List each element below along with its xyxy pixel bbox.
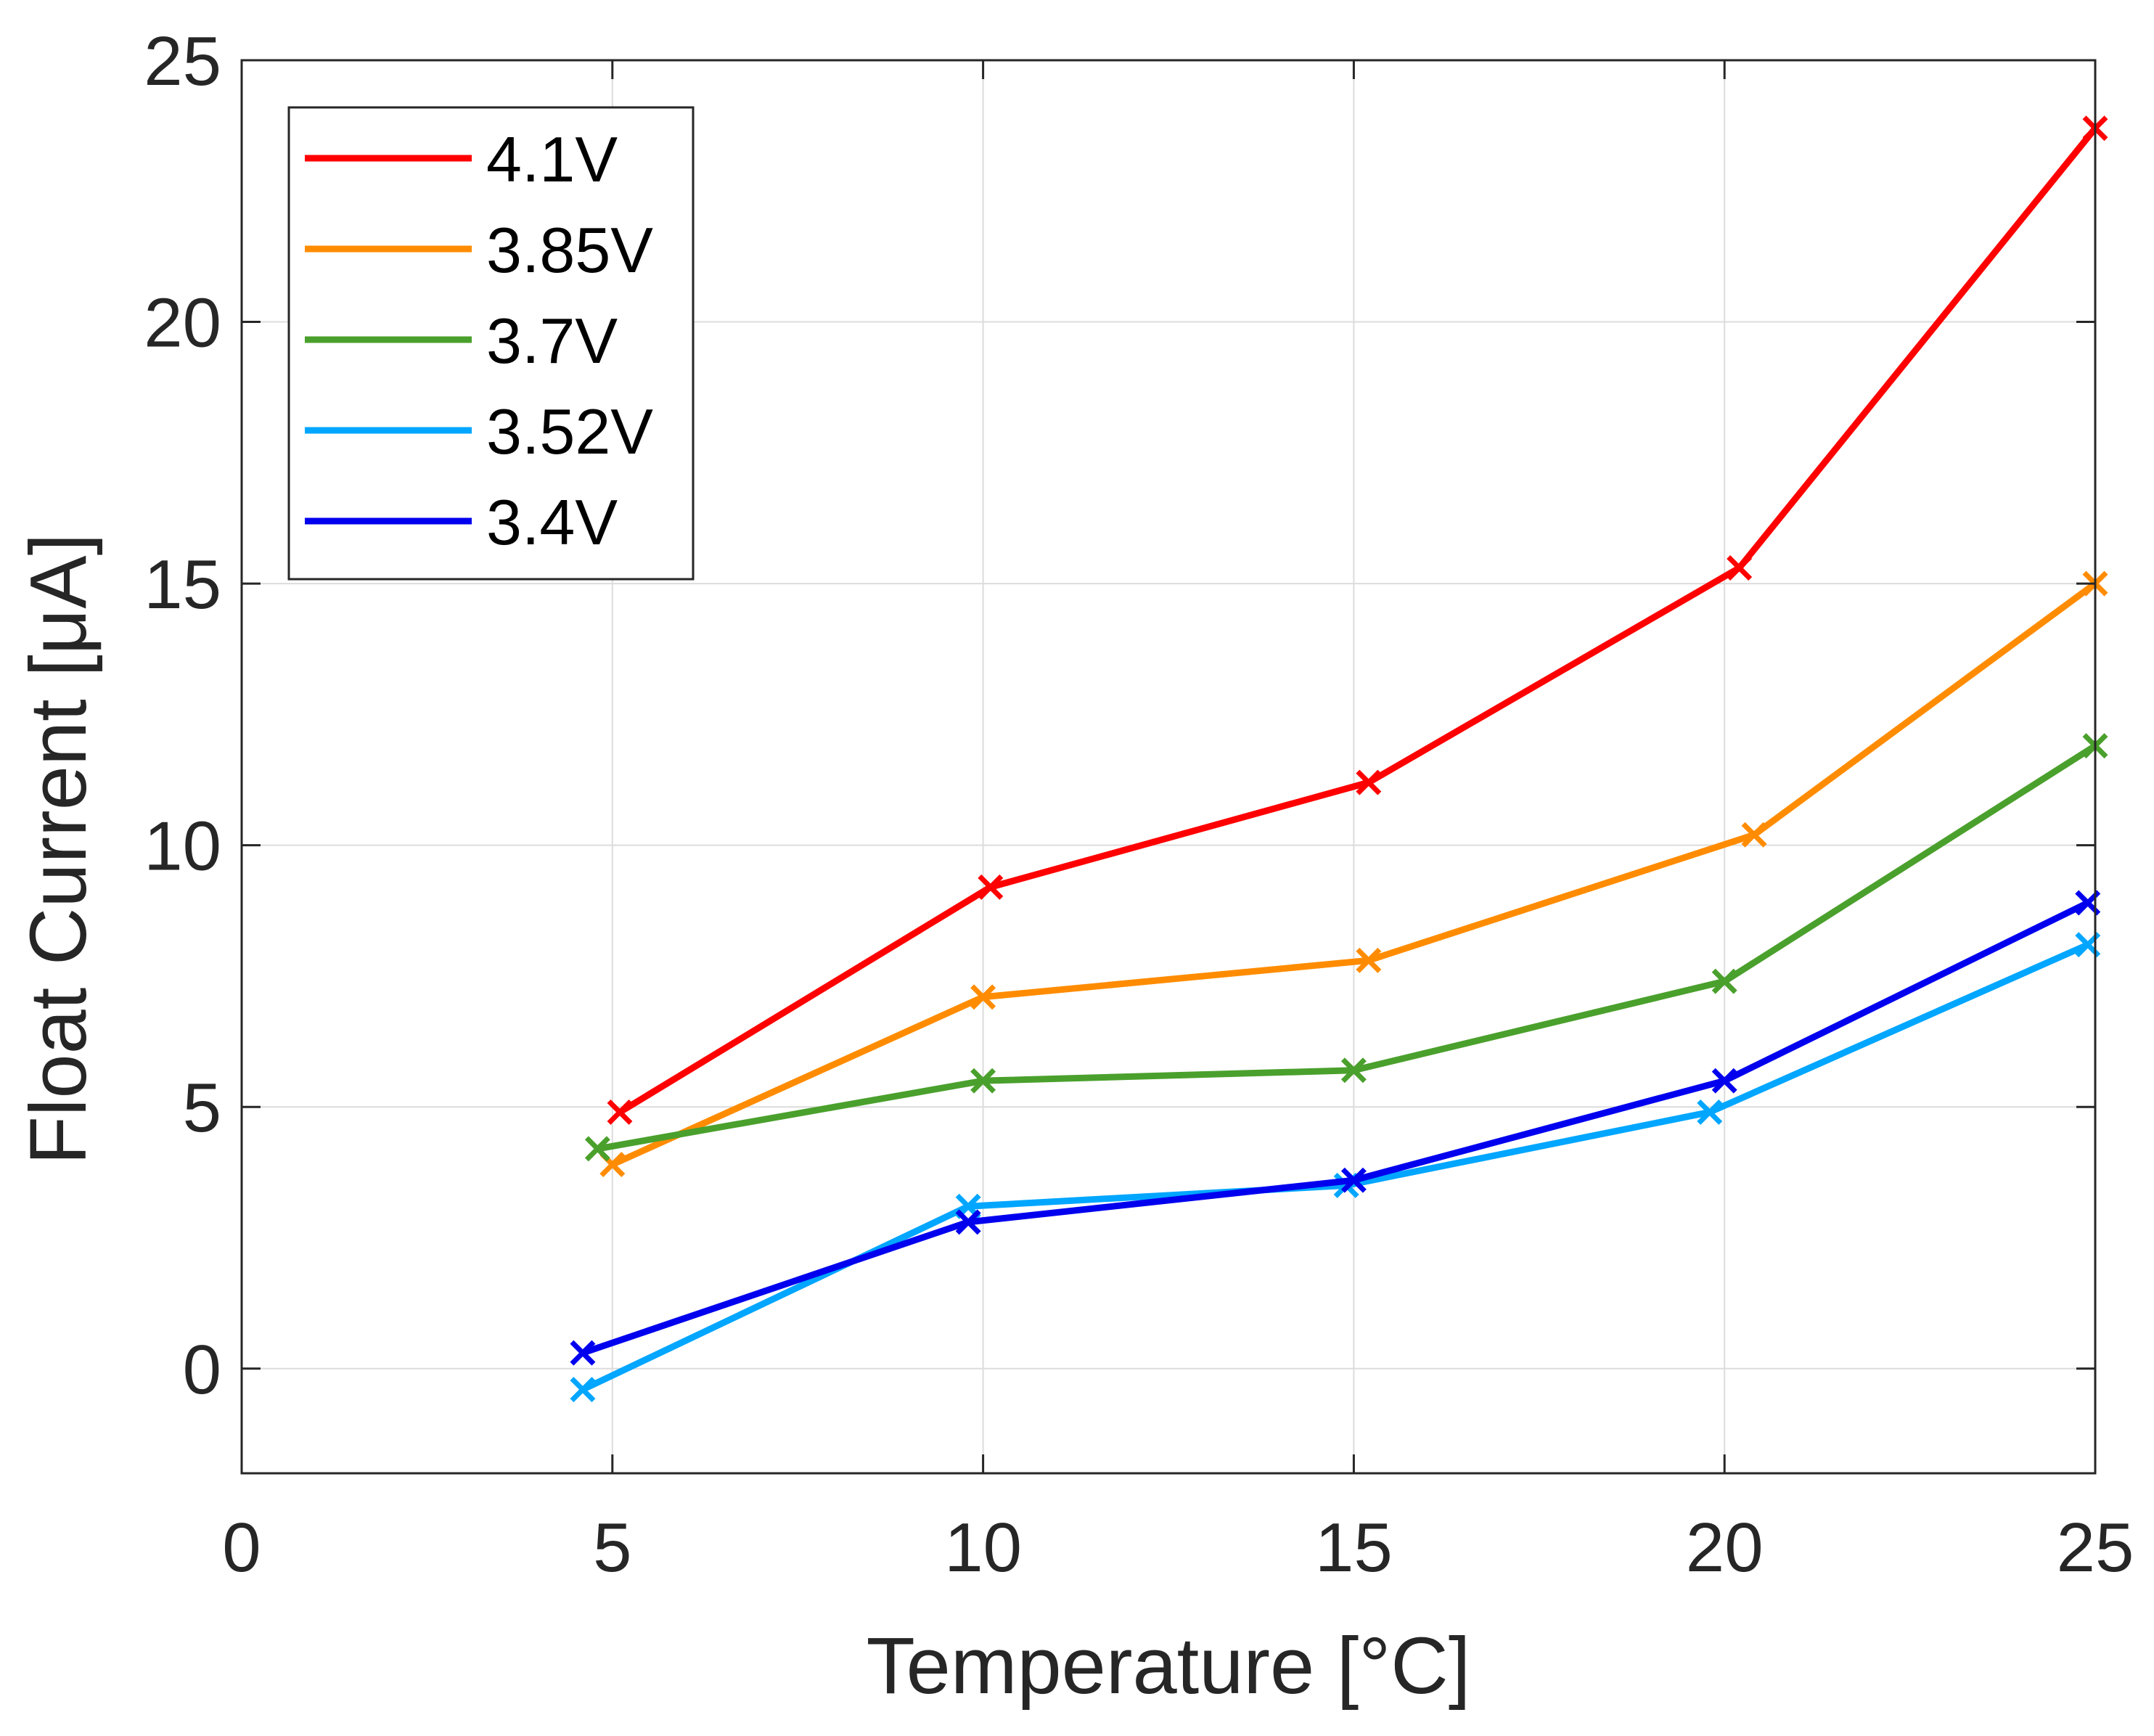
y-tick-label: 10 [144, 808, 221, 885]
x-tick-label: 20 [1686, 1509, 1764, 1586]
series-3.7V [584, 733, 2108, 1162]
data-point-marker [955, 1209, 981, 1235]
data-point-marker [1340, 1057, 1367, 1084]
x-tick-label: 10 [944, 1509, 1022, 1586]
y-tick-label: 15 [144, 546, 221, 623]
y-tick-label: 25 [144, 22, 221, 100]
data-point-marker [1741, 822, 1767, 848]
data-point-marker [978, 874, 1004, 900]
legend-label: 3.85V [486, 214, 653, 286]
data-point-marker [1356, 947, 1382, 973]
x-tick-label: 25 [2057, 1509, 2134, 1586]
legend-box [287, 106, 695, 581]
data-point-marker [570, 1340, 596, 1366]
x-axis-title: Temperature [°C] [867, 1621, 1471, 1711]
data-point-marker [970, 1068, 996, 1094]
ticks [240, 59, 2097, 1473]
data-point-marker [1356, 769, 1382, 795]
data-point-marker [607, 1099, 633, 1125]
y-tick-label: 20 [144, 284, 221, 362]
data-point-marker [1340, 1167, 1367, 1193]
data-point-marker [1711, 968, 1737, 994]
legend-label: 4.1V [486, 123, 618, 195]
series-layer [570, 115, 2108, 1403]
plot-frame [240, 59, 2097, 1475]
series-3.4V [570, 890, 2101, 1366]
data-point-marker [1727, 555, 1753, 581]
y-tick-label: 0 [183, 1331, 221, 1409]
y-tick-label: 5 [183, 1069, 221, 1147]
x-tick-label: 15 [1315, 1509, 1393, 1586]
data-point-marker [1711, 1068, 1737, 1094]
legend: 4.1V 3.85V 3.7V 3.52V 3.4V [287, 106, 695, 581]
x-tick-label: 5 [593, 1509, 631, 1586]
legend-label: 3.52V [486, 396, 653, 467]
x-tick-label: 0 [222, 1509, 261, 1586]
legend-label: 3.4V [486, 486, 618, 558]
data-point-marker [570, 1377, 596, 1403]
data-point-marker [584, 1136, 610, 1162]
legend-label: 3.7V [486, 305, 618, 377]
data-point-marker [970, 984, 996, 1010]
tick-labels: 0 5 10 15 20 25 0 5 10 15 20 25 [144, 22, 2134, 1586]
data-point-marker [1697, 1099, 1723, 1125]
grid [241, 60, 2096, 1473]
y-axis-title: Float Current [μA] [14, 533, 103, 1165]
